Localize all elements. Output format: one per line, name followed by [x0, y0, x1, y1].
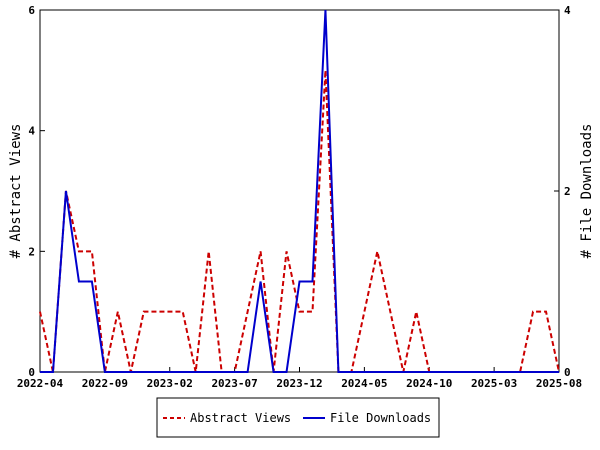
right-tick-label: 2 [564, 185, 571, 198]
legend-label-abstract-views: Abstract Views [190, 411, 291, 425]
left-tick-label: 2 [28, 245, 35, 258]
left-tick-label: 0 [28, 366, 35, 379]
x-tick-label: 2022-09 [82, 377, 128, 390]
x-tick-label: 2023-02 [147, 377, 193, 390]
series-layer [39, 9, 560, 373]
y-axis-left-title: # Abstract Views [8, 124, 24, 259]
legend-box [156, 397, 440, 438]
legend-label-file-downloads: File Downloads [330, 411, 431, 425]
series-line-abstract-views [39, 70, 560, 373]
series-line-file-downloads [40, 9, 559, 373]
x-tick-label: 2023-07 [211, 377, 257, 390]
plot-area [39, 9, 560, 373]
legend: Abstract Views File Downloads [156, 397, 440, 438]
right-tick-label: 4 [564, 4, 571, 17]
left-tick-label: 4 [28, 125, 35, 138]
y-axis-right-title: # File Downloads [579, 124, 595, 259]
right-tick-label: 0 [564, 366, 571, 379]
x-tick-label: 2024-05 [341, 377, 387, 390]
x-tick-label: 2025-03 [471, 377, 517, 390]
left-tick-label: 6 [28, 4, 35, 17]
x-tick-label: 2025-08 [536, 377, 582, 390]
x-tick-label: 2022-04 [17, 377, 64, 390]
x-tick-label: 2024-10 [406, 377, 452, 390]
x-tick-label: 2023-12 [276, 377, 322, 390]
